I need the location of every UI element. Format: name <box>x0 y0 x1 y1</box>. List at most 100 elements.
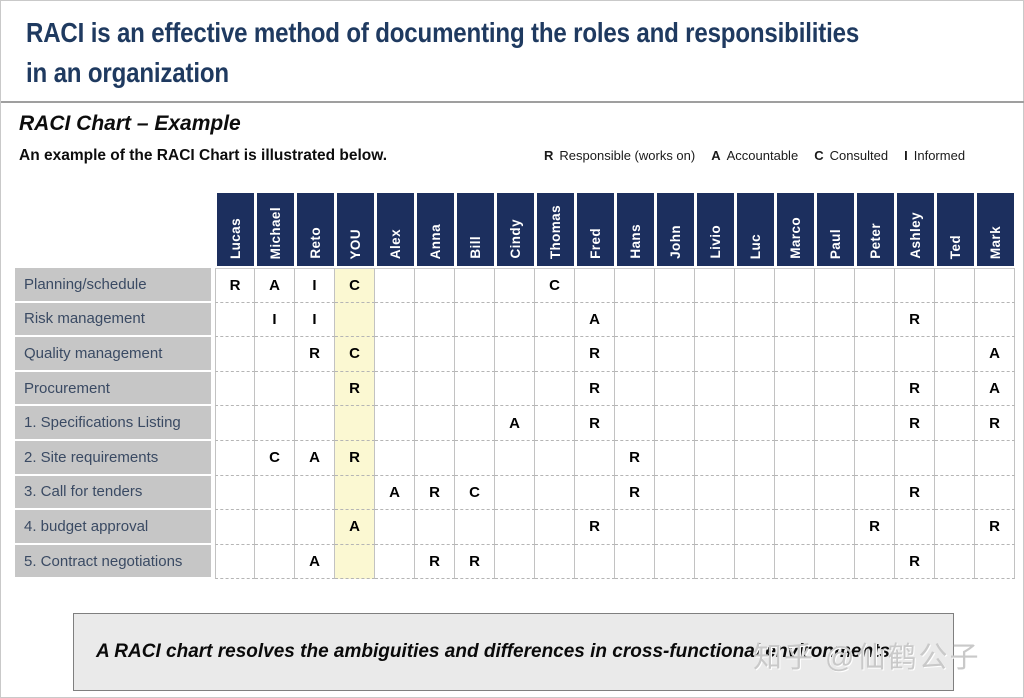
raci-cell-thomas <box>535 440 575 476</box>
raci-cell-you <box>335 475 375 511</box>
legend-item-consulted: C Consulted <box>814 148 888 163</box>
raci-cell-john <box>655 440 695 476</box>
raci-cell-livio <box>695 475 735 511</box>
raci-cell-bill: R <box>455 544 495 580</box>
raci-cell-michael: C <box>255 440 295 476</box>
spacer <box>211 193 215 266</box>
raci-cell-peter <box>855 302 895 338</box>
raci-cell-ashley: R <box>895 544 935 580</box>
raci-cell-livio <box>695 406 735 441</box>
raci-cell-thomas: C <box>535 268 575 303</box>
table-row: 5. Contract negotiations A R R R <box>15 544 1015 580</box>
section-title: RACI Chart – Example <box>19 112 241 135</box>
raci-cell-reto: I <box>295 302 335 338</box>
raci-cell-fred: A <box>575 302 615 338</box>
raci-cell-livio <box>695 337 735 372</box>
raci-cell-fred: R <box>575 510 615 545</box>
raci-cell-bill <box>455 371 495 407</box>
raci-cell-you: R <box>335 371 375 407</box>
raci-legend: R Responsible (works on) A Accountable C… <box>544 148 965 163</box>
table-row: Planning/schedule R A I C C <box>15 268 1015 303</box>
raci-cell-you: A <box>335 510 375 545</box>
person-name: John <box>667 225 683 259</box>
raci-cell-you: C <box>335 337 375 372</box>
raci-cell-cindy <box>495 302 535 338</box>
raci-cell-marco <box>775 544 815 580</box>
raci-cell-fred: R <box>575 406 615 441</box>
legend-item-responsible: R Responsible (works on) <box>544 148 695 163</box>
raci-cell-alex <box>375 302 415 338</box>
person-header-fred: Fred <box>576 193 614 266</box>
raci-cell-alex <box>375 268 415 303</box>
raci-cell-paul <box>815 510 855 545</box>
raci-cell-luc <box>735 475 775 511</box>
raci-cell-michael <box>255 406 295 441</box>
raci-cell-michael <box>255 510 295 545</box>
raci-cell-peter: R <box>855 510 895 545</box>
activity-label: 5. Contract negotiations <box>15 544 211 580</box>
raci-cell-paul <box>815 371 855 407</box>
raci-cell-peter <box>855 406 895 441</box>
raci-cell-fred: R <box>575 337 615 372</box>
raci-cell-reto: A <box>295 440 335 476</box>
table-row: Quality management R C R A <box>15 337 1015 372</box>
raci-cell-fred <box>575 475 615 511</box>
raci-cell-marco <box>775 302 815 338</box>
legend-label: Informed <box>913 148 966 163</box>
person-header-paul: Paul <box>816 193 854 266</box>
raci-cell-john <box>655 406 695 441</box>
activity-label: 1. Specifications Listing <box>15 406 211 441</box>
raci-cell-you: C <box>335 268 375 303</box>
raci-cell-lucas: R <box>215 268 255 303</box>
raci-cell-peter <box>855 475 895 511</box>
raci-cell-lucas <box>215 475 255 511</box>
raci-cell-livio <box>695 544 735 580</box>
raci-table: Lucas Michael Reto YOU Alex Anna Bill Cindy Thom… <box>15 193 1015 580</box>
raci-cell-hans: R <box>615 475 655 511</box>
person-name: Cindy <box>507 219 523 259</box>
person-name: Fred <box>587 228 603 259</box>
legend-key: C <box>814 148 824 163</box>
activity-label: 4. budget approval <box>15 510 211 545</box>
person-name: Peter <box>867 223 883 259</box>
raci-cell-alex <box>375 337 415 372</box>
table-row: 1. Specifications Listing A R R R <box>15 406 1015 441</box>
raci-cell-thomas <box>535 510 575 545</box>
raci-cell-you <box>335 302 375 338</box>
person-header-peter: Peter <box>856 193 894 266</box>
raci-cell-ashley <box>895 510 935 545</box>
raci-cell-mark <box>975 302 1015 338</box>
legend-label: Consulted <box>829 148 889 163</box>
raci-cell-hans: R <box>615 440 655 476</box>
raci-cell-anna <box>415 440 455 476</box>
raci-cell-alex: A <box>375 475 415 511</box>
person-name: Anna <box>427 223 443 259</box>
raci-cell-cindy <box>495 544 535 580</box>
raci-cell-marco <box>775 337 815 372</box>
raci-cell-ashley: R <box>895 371 935 407</box>
raci-cell-bill: C <box>455 475 495 511</box>
person-name: Thomas <box>547 204 563 259</box>
raci-cell-bill <box>455 302 495 338</box>
raci-cell-michael <box>255 337 295 372</box>
raci-cell-luc <box>735 440 775 476</box>
raci-cell-mark <box>975 268 1015 303</box>
raci-cell-mark <box>975 440 1015 476</box>
raci-cell-michael <box>255 475 295 511</box>
raci-cell-mark: R <box>975 510 1015 545</box>
raci-cell-ted <box>935 510 975 545</box>
raci-cell-bill <box>455 268 495 303</box>
raci-cell-peter <box>855 440 895 476</box>
header-spacer <box>15 193 211 266</box>
raci-cell-john <box>655 510 695 545</box>
raci-cell-luc <box>735 406 775 441</box>
person-name: Bill <box>467 236 483 259</box>
raci-cell-ted <box>935 475 975 511</box>
raci-header-row: Lucas Michael Reto YOU Alex Anna Bill Cindy Thom… <box>15 193 1015 266</box>
raci-cell-lucas <box>215 302 255 338</box>
raci-cell-luc <box>735 337 775 372</box>
person-header-you: YOU <box>336 193 374 266</box>
raci-cell-marco <box>775 510 815 545</box>
raci-cell-ashley: R <box>895 406 935 441</box>
raci-cell-bill <box>455 440 495 476</box>
